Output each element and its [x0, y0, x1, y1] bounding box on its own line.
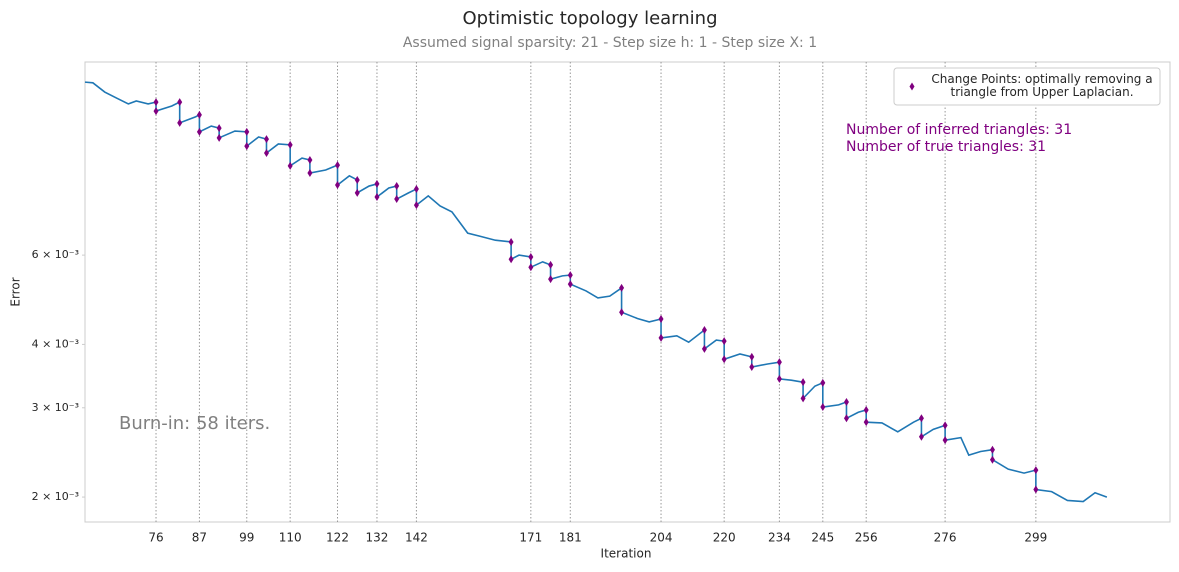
change-point-marker: [989, 455, 995, 464]
change-point-marker: [749, 363, 755, 372]
change-point-marker: [1033, 466, 1039, 475]
x-tick-label: 122: [326, 531, 349, 545]
change-point-marker: [307, 169, 313, 178]
change-point-marker: [776, 358, 782, 367]
change-point-marker: [216, 133, 222, 142]
change-point-marker: [244, 127, 250, 136]
change-point-marker: [354, 175, 360, 184]
y-tick-label: 2 × 10⁻³: [32, 490, 79, 503]
change-point-marker: [307, 156, 313, 165]
change-point-marker: [1033, 485, 1039, 494]
change-point-marker: [287, 161, 293, 170]
change-point-marker: [153, 98, 159, 107]
x-tick-label: 110: [279, 531, 302, 545]
change-point-marker: [749, 352, 755, 361]
change-point-marker: [508, 237, 514, 246]
change-point-marker: [989, 445, 995, 454]
legend-box: [893, 67, 1161, 106]
change-point-marker: [567, 271, 573, 280]
change-point-marker: [800, 394, 806, 403]
change-point-marker: [548, 260, 554, 269]
change-point-marker: [177, 118, 183, 127]
x-tick-label: 234: [768, 531, 791, 545]
change-point-marker: [287, 140, 293, 149]
change-point-marker: [843, 397, 849, 406]
x-tick-label: 76: [148, 531, 163, 545]
x-tick-label: 299: [1024, 531, 1047, 545]
annotation: Number of inferred triangles: 31: [846, 122, 1072, 138]
change-point-marker: [335, 180, 341, 189]
x-tick-label: 204: [650, 531, 673, 545]
annotation: Number of true triangles: 31: [846, 139, 1046, 155]
change-point-marker: [548, 275, 554, 284]
change-point-marker: [721, 355, 727, 364]
change-point-marker: [701, 344, 707, 353]
change-point-marker: [619, 283, 625, 292]
x-tick-label: 87: [192, 531, 207, 545]
change-point-marker: [413, 201, 419, 210]
legend-marker: [909, 82, 915, 91]
change-point-marker: [658, 314, 664, 323]
change-point-marker: [800, 378, 806, 387]
annotation: Burn-in: 58 iters.: [119, 413, 270, 434]
y-tick-label: 6 × 10⁻³: [32, 248, 79, 261]
change-point-marker: [843, 414, 849, 423]
x-tick-label: 171: [519, 531, 542, 545]
change-point-marker: [619, 308, 625, 317]
change-point-marker: [508, 255, 514, 264]
change-point-marker: [701, 326, 707, 335]
legend-label: Change Points: optimally removing a tria…: [931, 72, 1153, 99]
change-point-marker: [658, 333, 664, 342]
change-point-marker: [918, 414, 924, 423]
x-tick-label: 245: [811, 531, 834, 545]
change-point-marker: [374, 193, 380, 202]
x-tick-label: 142: [405, 531, 428, 545]
change-point-marker: [394, 195, 400, 204]
change-point-marker: [335, 161, 341, 170]
y-axis-label: Error: [9, 277, 23, 306]
chart-subtitle: Assumed signal sparsity: 21 - Step size …: [403, 35, 817, 51]
change-point-marker: [153, 107, 159, 116]
change-point-marker: [863, 418, 869, 427]
change-point-marker: [216, 124, 222, 133]
change-point-marker: [394, 182, 400, 191]
change-point-marker: [942, 436, 948, 445]
change-point-marker: [413, 185, 419, 194]
x-tick-label: 132: [366, 531, 389, 545]
plot-area: [84, 61, 1171, 523]
x-tick-label: 256: [855, 531, 878, 545]
x-tick-label: 276: [934, 531, 957, 545]
change-point-marker: [820, 403, 826, 412]
change-point-marker: [942, 421, 948, 430]
change-point-marker: [863, 405, 869, 414]
change-point-marker: [567, 280, 573, 289]
y-tick-label: 4 × 10⁻³: [32, 337, 79, 350]
x-tick-label: 99: [239, 531, 254, 545]
x-tick-label: 220: [713, 531, 736, 545]
x-axis-label: Iteration: [601, 547, 652, 561]
data-line: [84, 81, 1108, 503]
change-point-marker: [776, 374, 782, 383]
change-point-marker: [528, 263, 534, 272]
change-point-marker: [244, 142, 250, 151]
y-tick-label: 3 × 10⁻³: [32, 401, 79, 414]
change-point-marker: [820, 378, 826, 387]
change-point-marker: [528, 252, 534, 261]
x-tick-label: 181: [559, 531, 582, 545]
change-point-marker: [263, 148, 269, 157]
change-point-marker: [721, 337, 727, 346]
change-point-marker: [918, 432, 924, 441]
chart-title: Optimistic topology learning: [463, 8, 718, 29]
change-point-marker: [263, 135, 269, 144]
change-point-marker: [354, 188, 360, 197]
change-point-marker: [196, 127, 202, 136]
change-point-marker: [374, 179, 380, 188]
change-point-marker: [196, 110, 202, 119]
change-point-marker: [177, 98, 183, 107]
